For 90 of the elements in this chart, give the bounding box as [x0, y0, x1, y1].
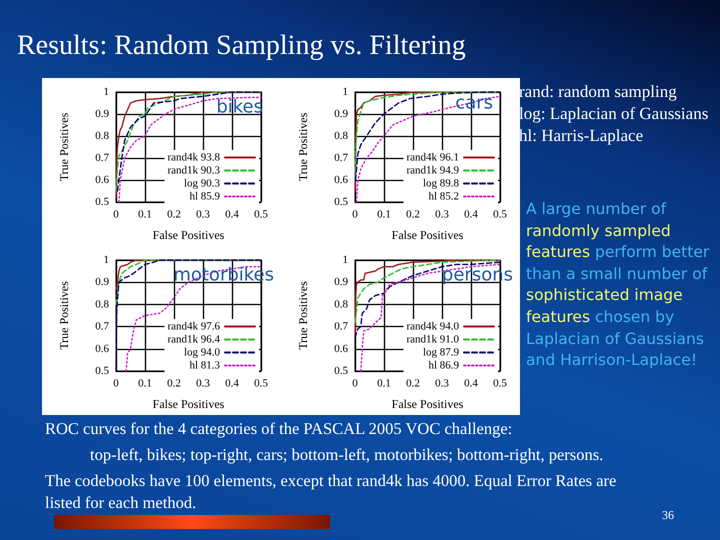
y-tick-label: 0.6: [334, 174, 348, 186]
y-tick-label: 0.6: [95, 342, 110, 355]
y-tick-label: 0.5: [334, 196, 348, 208]
y-axis-title: True Positives: [296, 280, 310, 350]
y-tick-label: 0.8: [95, 130, 110, 142]
y-axis-title: True Positives: [57, 280, 71, 350]
legend-label: rand4k 97.6: [167, 320, 220, 332]
legend-label: hl 81.3: [189, 360, 220, 372]
y-tick-label: 0.9: [95, 108, 110, 120]
x-axis-title: False Positives: [392, 228, 464, 242]
y-tick-label: 0.5: [95, 196, 110, 208]
legend-label: log 94.0: [184, 346, 220, 358]
x-tick-label: 0: [113, 378, 120, 390]
x-tick-label: 0.4: [464, 378, 478, 390]
text: Results: Random Sampling vs. Filtering: [17, 30, 466, 62]
y-tick-label: 0.6: [95, 174, 110, 186]
x-tick-label: 0.3: [196, 208, 210, 220]
x-tick-label: 0: [352, 208, 358, 220]
y-tick-label: 1: [342, 254, 348, 266]
x-tick-label: 0.2: [406, 378, 420, 390]
text: randomly sampled: [526, 222, 671, 240]
y-tick-label: 0.7: [95, 320, 110, 333]
text: features: [526, 308, 590, 326]
x-tick-label: 0.3: [196, 378, 210, 390]
text: and Harrison-Laplace!: [526, 351, 698, 370]
x-tick-label: 0: [113, 208, 120, 220]
x-tick-label: 0.4: [225, 378, 240, 390]
x-tick-label: 0.5: [254, 378, 268, 390]
text: top-left, bikes; top-right, cars; bottom-left, motorbikes; bottom-right, persons.: [90, 444, 604, 466]
legend-label: rand4k 96.1: [406, 152, 459, 164]
text: ROC curves for the 4 categories of the PASCAL 2005 VOC challenge:: [45, 418, 512, 440]
y-tick-label: 1: [342, 86, 348, 98]
x-tick-label: 0.3: [435, 378, 450, 390]
y-tick-label: 1: [104, 254, 109, 266]
y-axis-title: True Positives: [296, 112, 310, 182]
y-tick-label: 0.8: [334, 298, 348, 310]
text: Laplacian of Gaussians: [526, 330, 704, 348]
x-tick-label: 0.2: [406, 208, 420, 220]
legend-label: log 87.9: [422, 346, 460, 358]
y-tick-label: 0.7: [334, 152, 348, 164]
text: log: Laplacian of Gaussians: [519, 104, 708, 124]
x-tick-label: 0.2: [167, 378, 181, 390]
text: hl: Harris-Laplace: [519, 126, 644, 146]
x-tick-label: 0.4: [225, 208, 240, 220]
x-axis-title: False Positives: [152, 228, 225, 242]
legend-label: rand4k 94.0: [406, 320, 460, 332]
x-tick-label: 0.5: [254, 208, 268, 220]
y-tick-label: 0.8: [95, 298, 110, 310]
x-axis-title: False Positives: [152, 397, 225, 411]
legend-label: rand1k 96.4: [167, 334, 220, 346]
text: perform better: [594, 243, 710, 262]
legend-label: log 90.3: [184, 178, 220, 190]
text: The codebooks have 100 elements, except that rand4k has 4000. Equal Error Rates are listed for each method.: [45, 470, 618, 514]
legend-label: hl 85.9: [189, 190, 220, 202]
x-tick-label: 0.1: [377, 378, 391, 390]
y-tick-label: 0.9: [334, 276, 348, 288]
x-tick-label: 0.3: [435, 208, 450, 220]
legend-label: rand1k 90.3: [167, 164, 220, 176]
text: sophisticated image: [526, 286, 683, 304]
legend-label: rand1k 94.9: [406, 164, 460, 176]
y-tick-label: 0.6: [334, 342, 348, 355]
legend-label: hl 86.9: [428, 360, 460, 372]
x-tick-label: 0: [352, 378, 358, 390]
legend-label: hl 85.2: [428, 190, 459, 202]
y-tick-label: 0.9: [334, 108, 348, 120]
y-tick-label: 0.9: [95, 276, 110, 288]
y-tick-label: 0.5: [334, 365, 348, 377]
y-tick-label: 0.5: [95, 365, 110, 377]
x-axis-title: False Positives: [392, 397, 464, 411]
x-tick-label: 0.1: [138, 378, 152, 390]
text: than a small number of: [526, 264, 708, 283]
text: features: [526, 243, 590, 262]
text: rand: random sampling: [519, 82, 677, 102]
x-tick-label: 0.4: [464, 208, 478, 220]
text: A large number of: [526, 200, 666, 218]
text: chosen by: [594, 308, 674, 326]
legend-label: rand1k 91.0: [406, 334, 460, 346]
y-tick-label: 0.7: [95, 152, 110, 164]
x-tick-label: 0.5: [493, 208, 508, 220]
x-tick-label: 0.2: [167, 208, 181, 220]
y-tick-label: 0.7: [334, 320, 348, 333]
text: 36: [662, 508, 674, 523]
legend-label: rand4k 93.8: [167, 152, 220, 164]
x-tick-label: 0.1: [377, 208, 391, 220]
x-tick-label: 0.5: [493, 378, 508, 390]
legend-label: log 89.8: [422, 178, 460, 190]
x-tick-label: 0.1: [138, 208, 152, 220]
y-axis-title: True Positives: [57, 112, 71, 182]
y-tick-label: 0.8: [334, 130, 348, 142]
y-tick-label: 1: [104, 86, 109, 98]
